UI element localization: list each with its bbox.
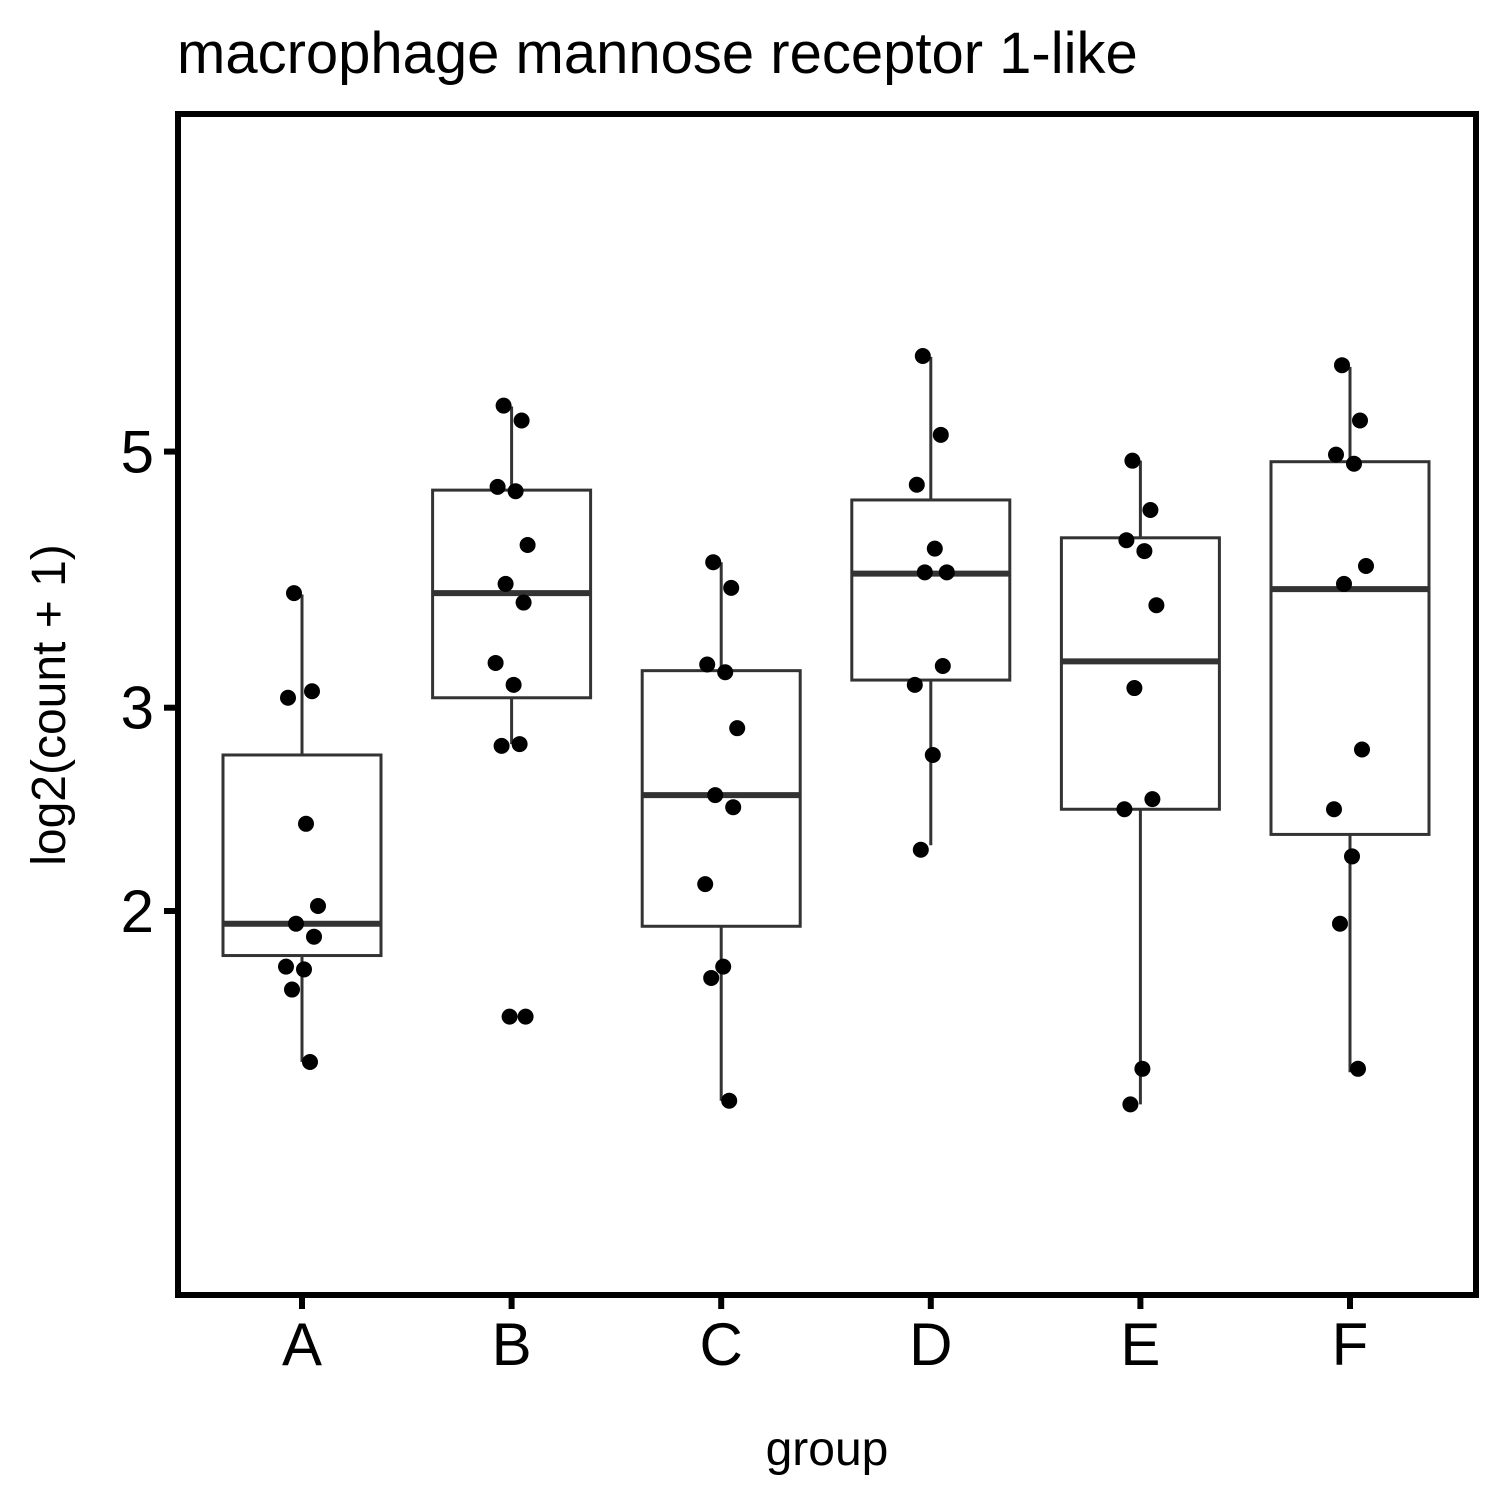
data-point: [310, 898, 326, 915]
y-axis-title: log2(count + 1): [23, 544, 76, 866]
data-point: [1148, 597, 1165, 614]
box-iqr: [1059, 536, 1221, 811]
data-point: [906, 676, 923, 693]
box-iqr: [1269, 460, 1431, 836]
data-point: [286, 585, 302, 602]
data-point: [280, 689, 296, 706]
y-tick-label: 3: [121, 675, 154, 742]
data-point: [302, 1053, 318, 1070]
data-point: [938, 564, 955, 581]
data-point: [1122, 1096, 1139, 1113]
data-point: [1124, 452, 1141, 469]
data-point: [284, 981, 300, 998]
x-tick-label: B: [492, 1311, 532, 1378]
x-tick-label: A: [282, 1311, 322, 1378]
data-point: [721, 1092, 738, 1109]
data-point: [908, 476, 925, 493]
data-point: [932, 426, 949, 443]
data-point: [1134, 1060, 1151, 1077]
data-point: [1334, 357, 1350, 374]
x-tick-label: F: [1332, 1311, 1369, 1378]
data-point: [699, 656, 716, 673]
y-tick-label: 2: [121, 878, 154, 945]
data-point: [1144, 791, 1161, 808]
data-point: [934, 658, 951, 675]
data-point: [278, 958, 294, 975]
data-point: [707, 787, 724, 804]
x-tick-label: C: [700, 1311, 743, 1378]
data-point: [1116, 801, 1133, 818]
data-point: [288, 915, 304, 932]
data-point: [924, 746, 941, 763]
data-point: [304, 683, 320, 700]
data-point: [705, 554, 722, 571]
box-iqr: [850, 498, 1012, 682]
x-tick-label: E: [1120, 1311, 1160, 1378]
plot-area: [221, 348, 1431, 1113]
data-point: [914, 348, 931, 365]
data-point: [723, 579, 740, 596]
data-point: [1350, 1060, 1366, 1077]
data-point: [717, 664, 734, 681]
data-point: [1346, 455, 1362, 472]
box-group-b: [431, 406, 593, 745]
data-point: [505, 676, 522, 693]
box-group-e: [1059, 460, 1221, 1105]
points-b: [487, 397, 536, 1025]
data-point: [495, 397, 512, 414]
data-point: [912, 841, 929, 858]
points-d: [906, 348, 955, 858]
x-tick-label: D: [909, 1311, 952, 1378]
data-point: [511, 736, 528, 753]
data-point: [489, 478, 506, 495]
box-group-d: [850, 356, 1012, 846]
data-point: [916, 564, 933, 581]
x-axis-title: group: [766, 1423, 889, 1476]
data-point: [1336, 575, 1352, 592]
box-group-f: [1269, 366, 1431, 1073]
data-point: [1326, 801, 1342, 818]
points-f: [1326, 357, 1374, 1077]
data-point: [515, 594, 532, 611]
data-point: [725, 799, 742, 816]
data-point: [1358, 557, 1374, 574]
data-point: [1354, 741, 1370, 758]
data-point: [306, 928, 322, 945]
data-point: [507, 483, 524, 500]
data-point: [501, 1008, 518, 1025]
data-point: [1352, 412, 1368, 429]
data-point: [1136, 543, 1153, 560]
data-point: [519, 537, 536, 554]
data-point: [1332, 915, 1348, 932]
data-point: [1344, 848, 1360, 865]
data-point: [715, 958, 732, 975]
data-point: [493, 737, 510, 754]
data-point: [497, 575, 514, 592]
points-c: [697, 554, 746, 1109]
data-point: [296, 961, 312, 978]
data-point: [697, 876, 714, 893]
data-point: [1118, 532, 1135, 549]
points-a: [278, 585, 326, 1070]
data-point: [517, 1008, 534, 1025]
chart-title: macrophage mannose receptor 1-like: [177, 21, 1138, 86]
data-point: [703, 969, 720, 986]
data-point: [298, 815, 314, 832]
y-tick-label: 5: [121, 419, 154, 486]
panel-border: [175, 111, 1479, 1298]
axes: 2 3 5 A B C D E F: [121, 419, 1369, 1378]
data-point: [926, 540, 943, 557]
points-e: [1116, 452, 1165, 1113]
data-point: [729, 720, 746, 737]
data-point: [487, 654, 504, 671]
data-point: [1142, 502, 1159, 519]
data-point: [1328, 446, 1344, 463]
data-point: [513, 412, 530, 429]
data-point: [1126, 680, 1143, 697]
